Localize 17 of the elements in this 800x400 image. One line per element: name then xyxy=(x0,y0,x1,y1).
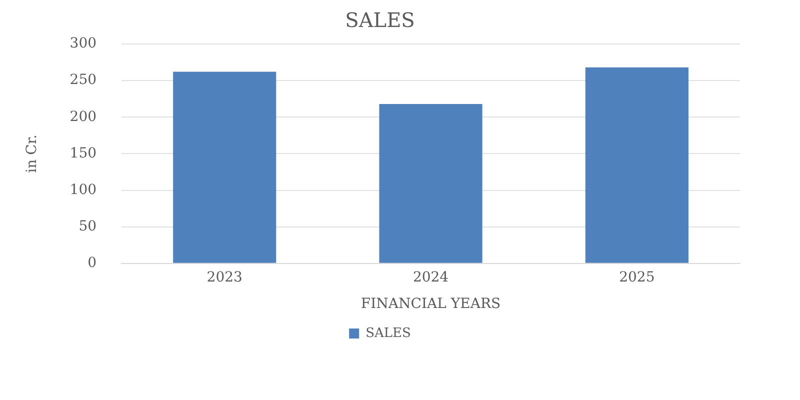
y-tick-label: 100 xyxy=(70,182,97,198)
y-tick-label: 300 xyxy=(70,36,97,52)
y-tick-label: 250 xyxy=(70,72,97,88)
y-tick-label: 200 xyxy=(70,108,97,125)
bar xyxy=(585,67,688,263)
chart-title: SALES xyxy=(345,8,415,32)
x-tick-label: 2023 xyxy=(206,269,242,286)
legend-label: SALES xyxy=(366,326,411,341)
bar xyxy=(379,104,482,263)
x-axis-title: FINANCIAL YEARS xyxy=(360,296,501,312)
y-axis-title: in Cr. xyxy=(24,134,40,173)
x-tick-label: 2025 xyxy=(619,269,655,286)
y-tick-label: 150 xyxy=(70,145,97,162)
y-tick-label: 0 xyxy=(88,255,97,272)
y-tick-label: 50 xyxy=(78,218,97,234)
x-tick-label: 2024 xyxy=(412,269,449,286)
bar xyxy=(173,72,276,263)
